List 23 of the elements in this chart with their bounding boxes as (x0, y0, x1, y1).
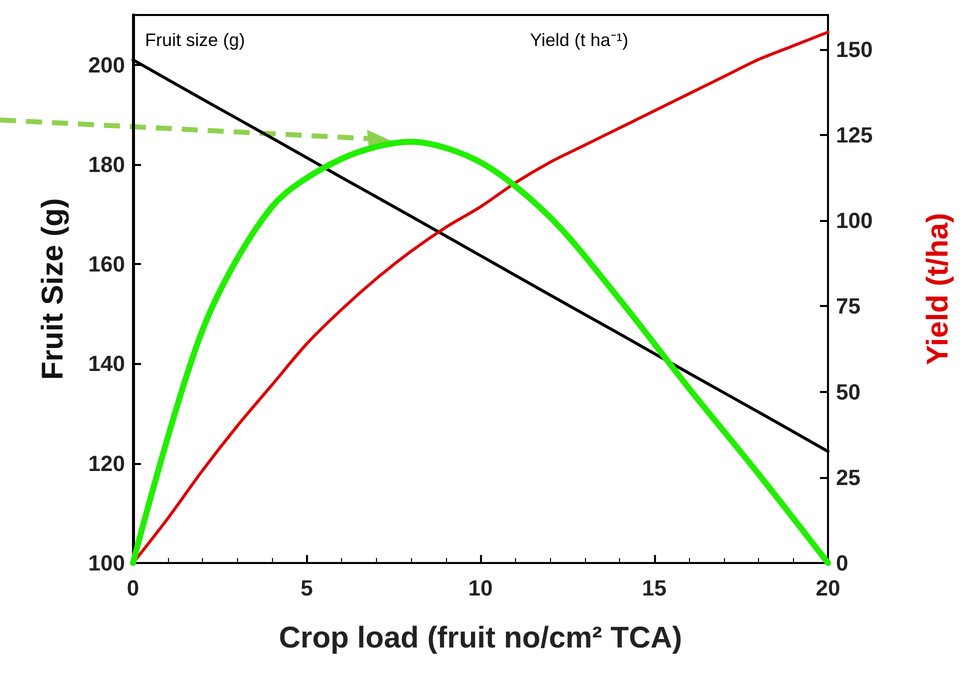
x-tick-label: 15 (642, 576, 666, 600)
y2-tick-label: 0 (836, 550, 848, 576)
y-tick-label: 100 (88, 550, 125, 576)
y-tick-label: 180 (88, 152, 125, 177)
x-tick-label: 0 (126, 576, 140, 600)
annotation: Fruit size (g) (145, 30, 246, 50)
y2-tick-label: 75 (836, 294, 860, 319)
y2-axis-title: Yield (t/ha) (922, 212, 954, 366)
x-tick-label: 10 (468, 576, 493, 600)
y-tick-label: 160 (88, 252, 125, 277)
y-tick-label: 200 (88, 52, 125, 78)
y2-tick-label: 125 (836, 122, 873, 148)
x-tick-label: 5 (300, 576, 313, 600)
annotation: Yield (t ha⁻¹) (530, 30, 628, 50)
y2-tick-label: 50 (836, 379, 860, 404)
y-tick-label: 140 (88, 351, 125, 376)
y2-tick-label: 25 (836, 464, 860, 490)
y-tick-label: 120 (88, 450, 125, 476)
y2-tick-label: 150 (836, 36, 873, 62)
y2-tick-label: 100 (836, 208, 873, 233)
y-axis-title: Fruit Size (g) (36, 198, 70, 380)
x-tick-label: 20 (816, 576, 840, 600)
x-axis-title: Crop load (fruit no/cm² TCA) (278, 622, 682, 654)
